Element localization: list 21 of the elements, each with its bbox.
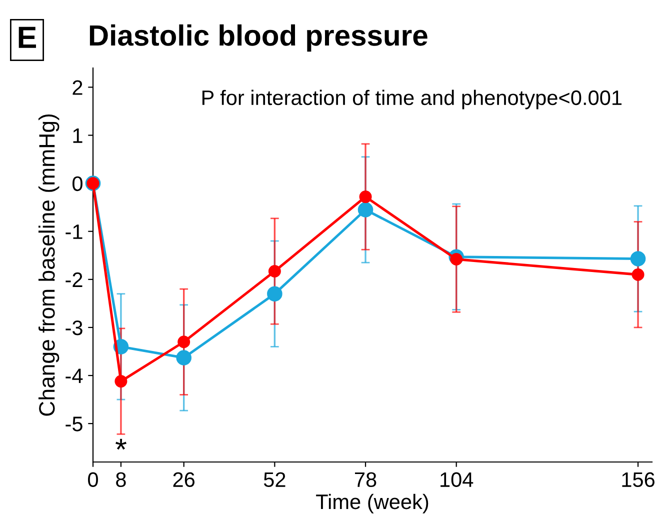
y-tick-label: -5 [66,416,82,432]
annotation: * [116,438,126,450]
annotation: P for interaction of time and phenotype<0.001 [202,90,622,110]
y-tick-label: -2 [66,272,82,287]
x-tick-label: 8 [116,472,126,488]
y-axis-title: Change from baseline (mmHg) [38,114,60,416]
y-tick-label: 1 [73,128,82,143]
y-tick-label: -3 [66,320,82,336]
text: E [18,26,36,48]
y-tick-label: 2 [72,80,82,95]
y-tick-label: 0 [72,176,82,192]
x-tick-label: 78 [354,472,376,488]
x-tick-label: 104 [440,472,474,488]
x-tick-label: 26 [173,472,195,488]
chart-title: Diastolic blood pressure [90,24,428,52]
y-tick-label: -1 [66,224,82,239]
x-tick-label: 156 [622,472,654,488]
x-tick-label: 52 [264,472,286,488]
x-axis-title: Time (week) [316,494,428,514]
y-tick-label: -4 [66,368,83,384]
x-tick-label: 0 [88,472,98,488]
